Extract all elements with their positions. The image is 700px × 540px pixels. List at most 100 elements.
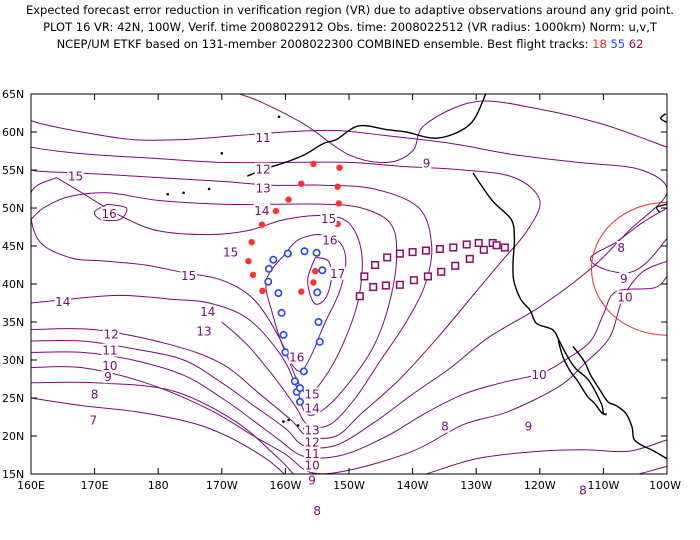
contour-label-bg: [440, 419, 450, 433]
contour-label-bg: [101, 343, 119, 357]
track-55-point: [295, 397, 304, 406]
lat-label: 45N: [2, 240, 24, 253]
track-18-point: [312, 267, 319, 275]
contour-line-14: [31, 192, 398, 416]
contour-label-bg: [103, 370, 113, 384]
track-18-point: [298, 288, 305, 295]
contour-label-bg: [199, 304, 216, 318]
contour-line-8: [589, 207, 667, 274]
track-id-red: 18: [592, 37, 607, 51]
island-mark: [207, 187, 211, 191]
contour-label: 11: [255, 131, 270, 145]
flight-tracks-layer: [245, 160, 509, 406]
track-18-point: [259, 287, 266, 294]
contour-label: 12: [103, 328, 118, 342]
lat-label: 65N: [2, 88, 24, 101]
coastline: [557, 340, 607, 415]
contour-line-11: [31, 120, 667, 449]
contour-label: 10: [532, 368, 547, 382]
contour-label: 13: [255, 182, 270, 196]
track-62-point: [500, 243, 509, 252]
track-55-point: [264, 277, 273, 286]
contour-label: 15: [181, 269, 196, 283]
lon-label: 140W: [397, 479, 429, 492]
contour-label: 16: [322, 233, 337, 247]
contour-line-8: [31, 381, 667, 474]
figure-header: Expected forecast error reduction in ver…: [0, 2, 700, 53]
track-55-point: [318, 266, 327, 275]
contour-label: 11: [102, 344, 117, 358]
track-62-point: [355, 292, 364, 301]
contour-label: 7: [89, 414, 97, 428]
contour-label-bg: [303, 447, 321, 460]
lat-label: 35N: [2, 316, 24, 329]
contour-layer: [31, 94, 667, 474]
contour-label-bg: [180, 269, 197, 283]
lat-label: 25N: [2, 392, 24, 405]
lon-label: 170E: [81, 479, 109, 492]
track-18-point: [336, 164, 343, 171]
contour-line-7: [31, 397, 667, 474]
contour-label-bg: [288, 350, 305, 364]
lon-label: 160W: [269, 479, 301, 492]
island-mark: [220, 152, 224, 155]
track-55-point: [277, 308, 286, 317]
track-55-point: [264, 264, 273, 273]
track-18-point: [248, 239, 255, 246]
contour-label: 16: [289, 351, 304, 365]
contour-label-bg: [619, 272, 629, 286]
track-18-point: [310, 279, 317, 286]
track-id-blue: 55: [610, 37, 626, 51]
track-55-point: [283, 249, 292, 258]
coastline: [659, 113, 667, 123]
contour-label-bg: [303, 458, 321, 472]
contour-label-bg: [303, 423, 321, 437]
contour-label: 15: [304, 388, 319, 402]
track-18-point: [334, 183, 341, 190]
contour-line-17: [307, 256, 332, 305]
lon-label: 170W: [206, 479, 238, 492]
track-62-point: [421, 246, 431, 255]
contour-label: 10: [304, 458, 319, 472]
track-55-point: [290, 377, 299, 386]
contour-label-bg: [320, 212, 337, 226]
contour-label: 8: [441, 420, 449, 434]
lat-label: 15N: [2, 468, 24, 481]
track-62-point: [408, 248, 417, 257]
header-line-3: NCEP/UM ETKF based on 131-member 2008022…: [0, 36, 700, 53]
track-62-point: [474, 238, 483, 248]
lon-label: 120W: [524, 479, 556, 492]
track-18-point: [245, 258, 252, 265]
contour-label-bg: [254, 181, 272, 195]
track-55-point: [274, 289, 283, 298]
track-62-point: [383, 253, 392, 262]
contour-label: 15: [68, 170, 83, 184]
contour-label-bg: [523, 419, 533, 433]
lat-label: 20N: [2, 430, 24, 443]
coastline: [655, 203, 667, 213]
track-62-point: [395, 280, 404, 289]
contour-label: 13: [196, 325, 211, 339]
verification-region-layer: [590, 201, 667, 336]
island-mark: [166, 193, 169, 196]
track-62-point: [479, 245, 488, 254]
contour-label: 9: [104, 370, 112, 384]
island-mark: [282, 420, 285, 423]
track-62-point: [465, 254, 474, 263]
track-62-point: [381, 281, 390, 290]
contour-label: 15: [223, 246, 238, 260]
track-18-point: [335, 200, 342, 207]
contour-line-10: [31, 276, 667, 459]
contour-label-bg: [101, 358, 119, 372]
track-62-point: [451, 261, 460, 270]
lon-label: 100W: [649, 479, 681, 492]
header-line-3-text: NCEP/UM ETKF based on 131-member 2008022…: [56, 37, 589, 51]
contour-label-bg: [578, 483, 588, 497]
contour-label-bg: [101, 206, 118, 220]
track-55-point: [313, 288, 322, 297]
track-55-point: [300, 247, 309, 256]
contour-label-bg: [67, 169, 84, 183]
track-62-point: [360, 272, 369, 281]
contour-label: 8: [91, 388, 99, 402]
contour-label-bg: [422, 156, 432, 170]
